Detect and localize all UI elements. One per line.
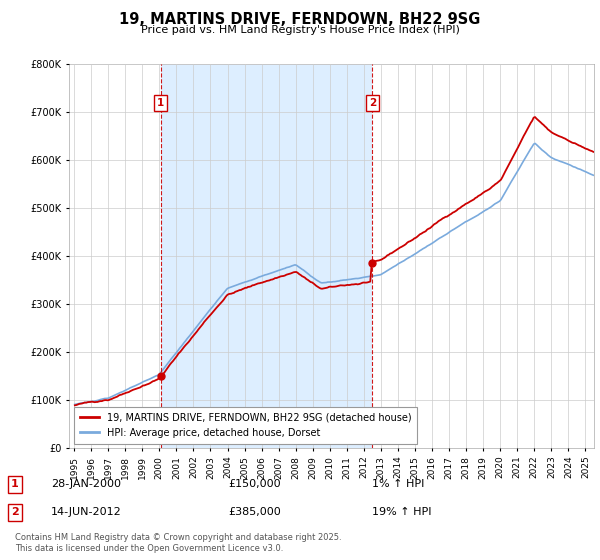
- Text: 19% ↑ HPI: 19% ↑ HPI: [372, 507, 431, 517]
- Text: Price paid vs. HM Land Registry's House Price Index (HPI): Price paid vs. HM Land Registry's House …: [140, 25, 460, 35]
- Text: 28-JAN-2000: 28-JAN-2000: [51, 479, 121, 489]
- Text: £150,000: £150,000: [228, 479, 281, 489]
- Text: 1: 1: [11, 479, 19, 489]
- Text: 14-JUN-2012: 14-JUN-2012: [51, 507, 122, 517]
- Text: Contains HM Land Registry data © Crown copyright and database right 2025.
This d: Contains HM Land Registry data © Crown c…: [15, 533, 341, 553]
- Text: 2: 2: [369, 98, 376, 108]
- Text: 19, MARTINS DRIVE, FERNDOWN, BH22 9SG: 19, MARTINS DRIVE, FERNDOWN, BH22 9SG: [119, 12, 481, 27]
- Text: £385,000: £385,000: [228, 507, 281, 517]
- Bar: [161, 64, 373, 448]
- Text: 1% ↑ HPI: 1% ↑ HPI: [372, 479, 424, 489]
- Legend: 19, MARTINS DRIVE, FERNDOWN, BH22 9SG (detached house), HPI: Average price, deta: 19, MARTINS DRIVE, FERNDOWN, BH22 9SG (d…: [74, 407, 418, 444]
- Text: 1: 1: [157, 98, 164, 108]
- Text: 2: 2: [11, 507, 19, 517]
